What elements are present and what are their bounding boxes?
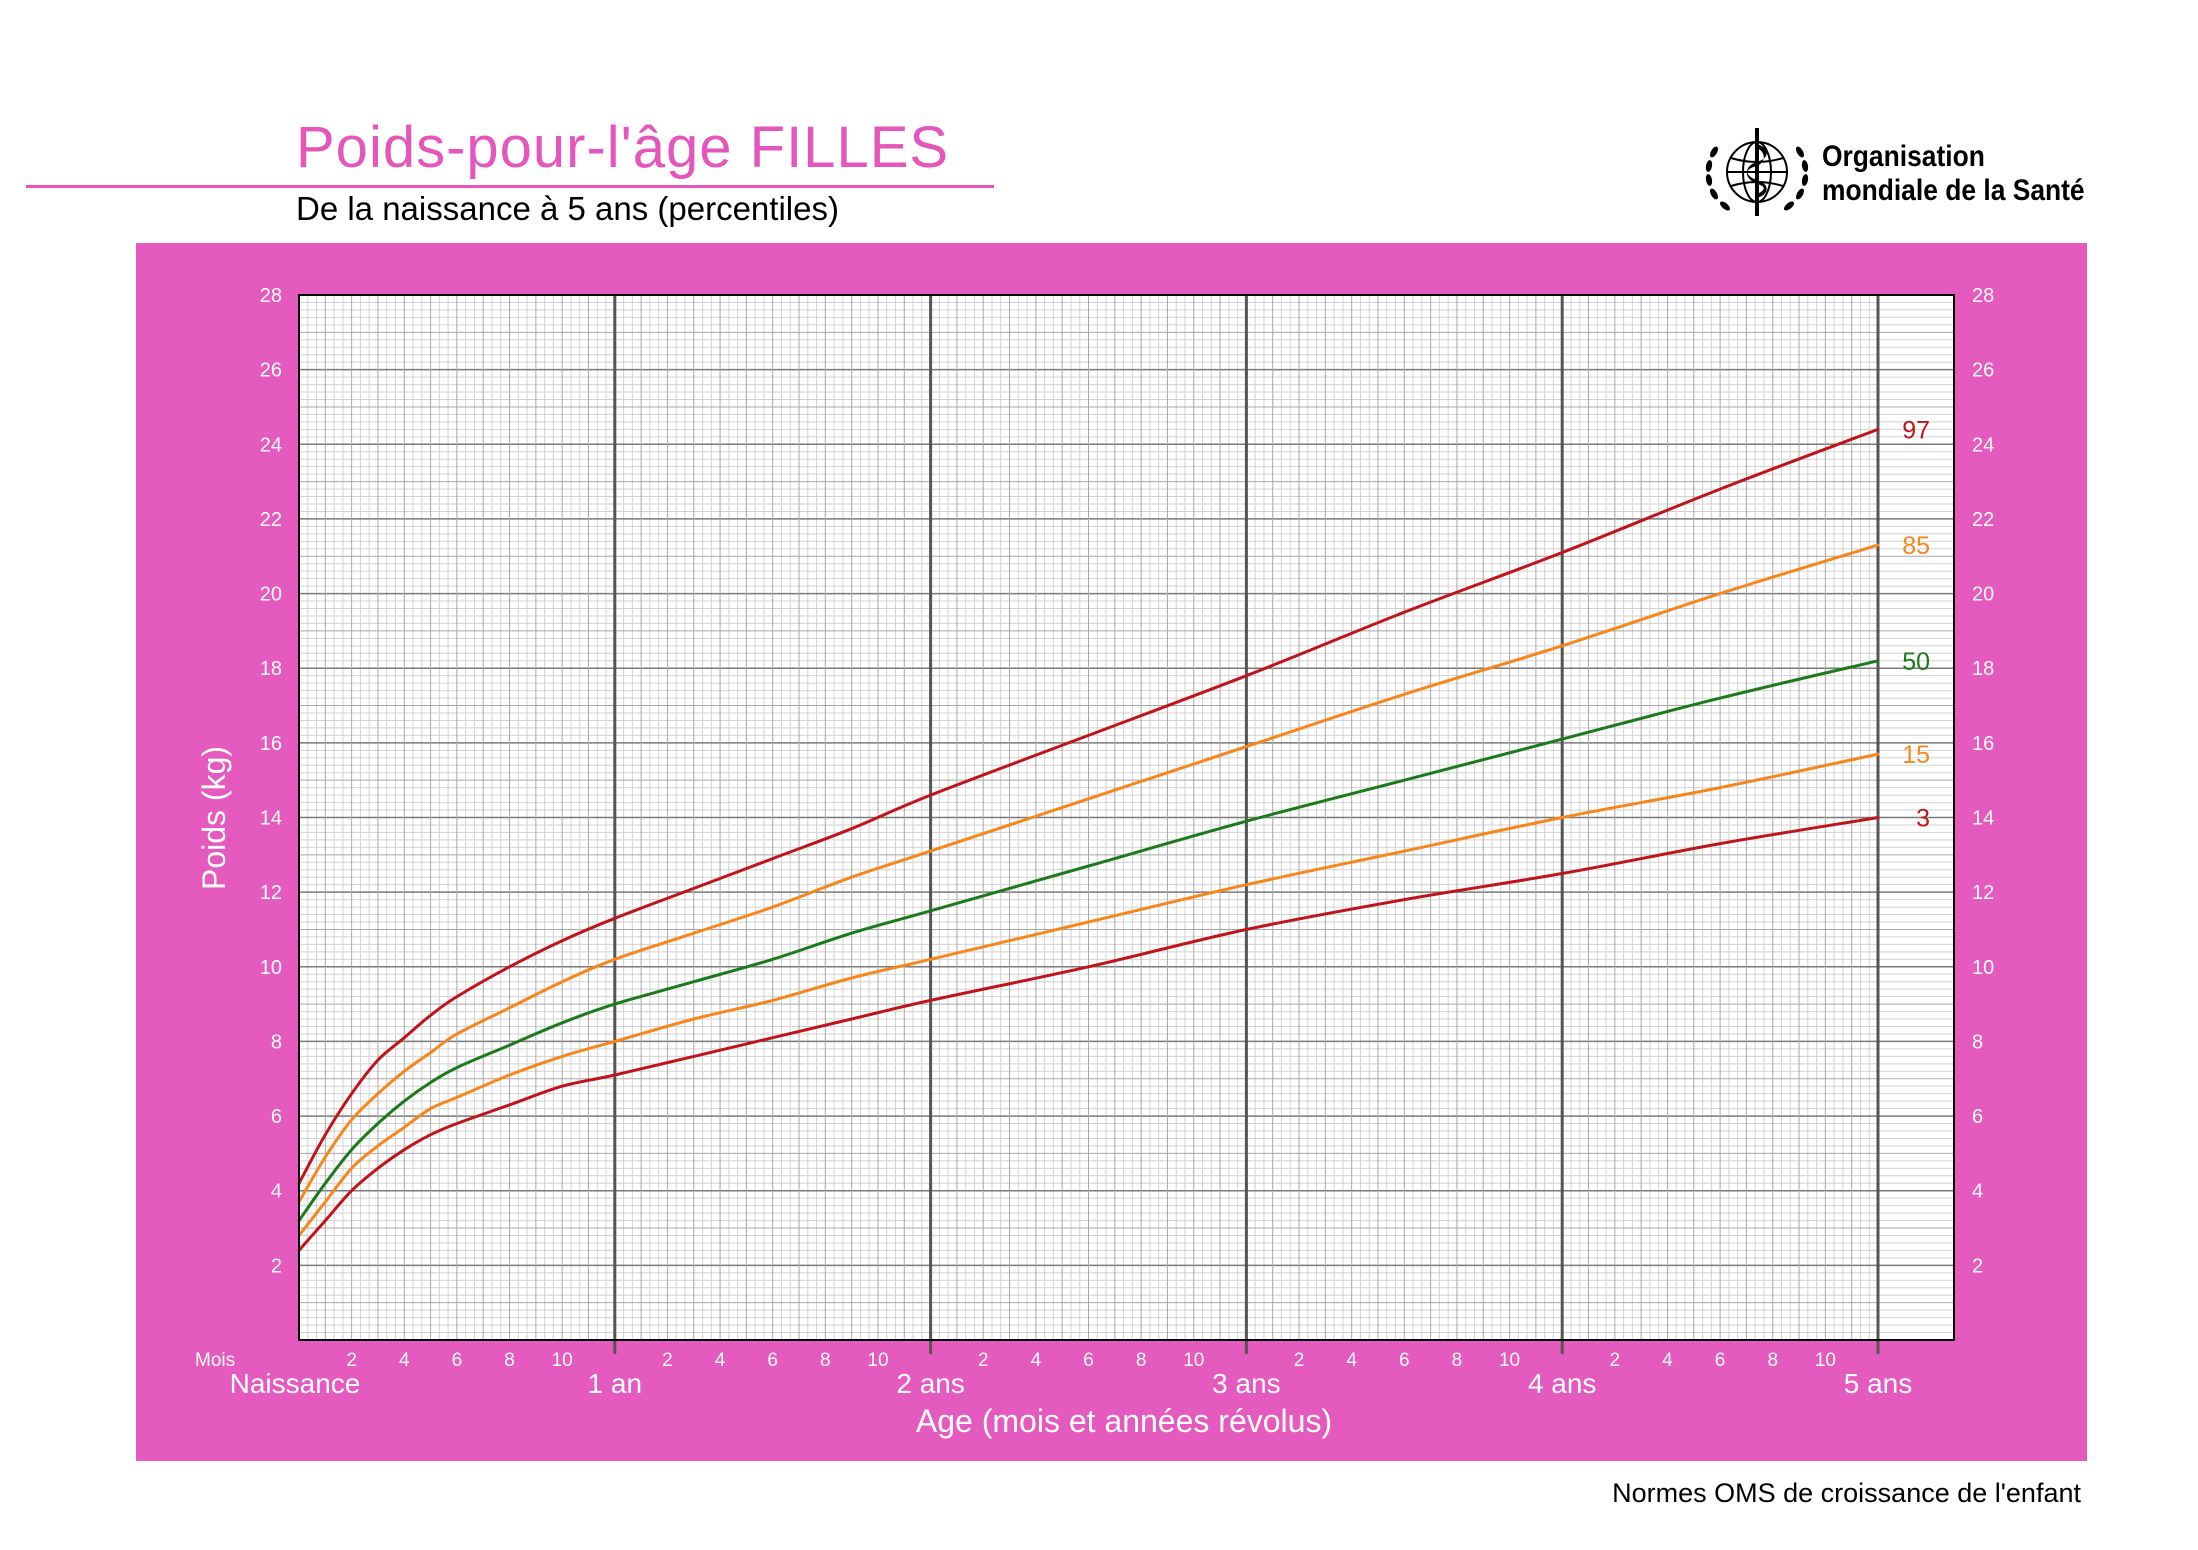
page-subtitle: De la naissance à 5 ans (percentiles)	[296, 190, 839, 227]
month-tick-label: 6	[1399, 1350, 1410, 1371]
y-tick-label-right: 26	[1972, 360, 1994, 382]
y-axis-title: Poids (kg)	[196, 746, 232, 890]
y-tick-label-right: 18	[1972, 658, 1994, 680]
month-tick-label: 8	[1767, 1350, 1778, 1371]
y-tick-label-right: 12	[1972, 882, 1994, 904]
x-axis-title: Age (mois et années révolus)	[916, 1403, 1332, 1439]
y-tick-label-left: 22	[260, 509, 282, 531]
organisation-line-1: Organisation	[1822, 140, 1985, 173]
year-tick-label: 5 ans	[1844, 1368, 1913, 1399]
y-tick-label-left: 8	[271, 1031, 282, 1053]
y-tick-label-left: 28	[260, 285, 282, 307]
title-underline	[26, 185, 994, 188]
y-tick-label-right: 6	[1972, 1106, 1983, 1128]
y-tick-label-right: 16	[1972, 733, 1994, 755]
year-tick-label: 4 ans	[1528, 1368, 1597, 1399]
month-tick-label: 4	[399, 1350, 410, 1371]
y-tick-label-right: 2	[1972, 1255, 1983, 1277]
month-tick-label: 8	[1452, 1350, 1463, 1371]
month-tick-label: 2	[662, 1350, 673, 1371]
month-tick-label: 10	[1183, 1350, 1204, 1371]
percentile-curve-85	[297, 543, 1880, 1204]
month-tick-label: 4	[1346, 1350, 1357, 1371]
month-tick-label: 4	[1031, 1350, 1042, 1371]
month-tick-label: 10	[867, 1350, 888, 1371]
percentile-label-3: 3	[1916, 805, 1930, 833]
percentile-label-15: 15	[1902, 741, 1930, 769]
y-tick-label-left: 4	[271, 1181, 282, 1203]
month-tick-label: 2	[346, 1350, 357, 1371]
y-tick-label-right: 10	[1972, 957, 1994, 979]
month-tick-label: 8	[504, 1350, 515, 1371]
footer-note: Normes OMS de croissance de l'enfant	[1612, 1478, 2081, 1508]
month-tick-label: 4	[1662, 1350, 1673, 1371]
month-tick-label: 2	[1610, 1350, 1621, 1371]
y-tick-label-left: 2	[271, 1255, 282, 1277]
month-tick-label: 6	[1083, 1350, 1094, 1371]
month-tick-label: 6	[452, 1350, 463, 1371]
organisation-name: Organisation mondiale de la Santé	[1822, 140, 2085, 208]
year-tick-label: 3 ans	[1212, 1368, 1281, 1399]
who-emblem-icon	[1705, 128, 1809, 216]
percentile-label-85: 85	[1902, 532, 1930, 560]
grid	[299, 295, 1954, 1354]
page-title: Poids-pour-l'âge FILLES	[296, 115, 950, 180]
percentile-label-50: 50	[1902, 648, 1930, 676]
y-tick-label-left: 12	[260, 882, 282, 904]
month-tick-label: 8	[820, 1350, 831, 1371]
percentile-curve-97	[297, 427, 1880, 1185]
y-tick-label-left: 6	[271, 1106, 282, 1128]
month-tick-label: 2	[978, 1350, 989, 1371]
y-tick-label-left: 24	[260, 434, 282, 456]
year-tick-label: Naissance	[230, 1368, 361, 1399]
percentile-label-97: 97	[1902, 416, 1930, 444]
y-tick-label-left: 18	[260, 658, 282, 680]
y-tick-label-left: 14	[260, 808, 282, 830]
y-tick-label-right: 14	[1972, 808, 1994, 830]
y-tick-label-right: 4	[1972, 1181, 1983, 1203]
plot-frame	[298, 294, 1955, 1341]
y-tick-label-left: 26	[260, 360, 282, 382]
organisation-line-2: mondiale de la Santé	[1822, 174, 2085, 207]
percentile-curve-15	[297, 752, 1880, 1237]
percentile-curve-50	[297, 659, 1880, 1223]
year-tick-label: 2 ans	[896, 1368, 965, 1399]
month-tick-label: 10	[1499, 1350, 1520, 1371]
month-tick-label: 4	[715, 1350, 726, 1371]
y-tick-label-right: 22	[1972, 509, 1994, 531]
y-tick-label-right: 28	[1972, 285, 1994, 307]
month-tick-label: 8	[1136, 1350, 1147, 1371]
y-tick-label-left: 20	[260, 584, 282, 606]
y-tick-label-right: 8	[1972, 1031, 1983, 1053]
month-tick-label: 6	[767, 1350, 778, 1371]
month-tick-label: 10	[1815, 1350, 1836, 1371]
y-tick-label-left: 16	[260, 733, 282, 755]
percentile-curve-3	[297, 816, 1880, 1252]
y-tick-label-left: 10	[260, 957, 282, 979]
percentile-curves: 97 85 50 15 3	[297, 416, 1930, 1252]
month-tick-label: 2	[1294, 1350, 1305, 1371]
y-tick-label-right: 24	[1972, 434, 1994, 456]
year-tick-label: 1 an	[588, 1368, 643, 1399]
month-axis-label: Mois	[195, 1350, 235, 1371]
y-tick-label-right: 20	[1972, 584, 1994, 606]
month-tick-label: 10	[552, 1350, 573, 1371]
month-tick-label: 6	[1715, 1350, 1726, 1371]
